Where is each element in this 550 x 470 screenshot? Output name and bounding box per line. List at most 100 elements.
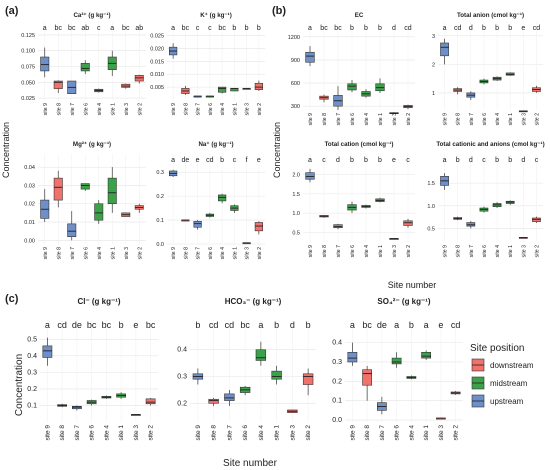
box-site-6 — [80, 183, 90, 190]
x-tick-label: site 4 — [495, 245, 501, 258]
box-site-9 — [40, 56, 50, 72]
x-tick-label: site 2 — [453, 425, 460, 441]
x-tick-label: site 4 — [97, 247, 103, 260]
significance-letter: de — [377, 320, 387, 330]
significance-letter: d — [469, 25, 473, 32]
x-tick-label: site 4 — [103, 425, 110, 441]
significance-letter: bc — [182, 25, 190, 32]
chart-title: HCO₃⁻ (g kg⁻¹) — [225, 297, 282, 306]
legend-title: Site position — [470, 343, 524, 354]
significance-letter: bc — [320, 25, 328, 32]
significance-letter: de — [181, 157, 189, 164]
x-tick-label: site 3 — [521, 113, 527, 126]
x-tick-label: site 8 — [59, 425, 66, 441]
significance-letter: b — [495, 25, 499, 32]
chart-title: Total cationic and anions (cmol kg⁻¹) — [436, 141, 544, 148]
significance-letter: bc — [102, 320, 112, 330]
box-site-7 — [193, 220, 202, 228]
x-tick-label: site 3 — [124, 103, 130, 116]
x-tick-label: site 9 — [171, 103, 177, 116]
y-tick-label: 0.02 — [24, 202, 35, 208]
significance-letter: c — [208, 25, 212, 32]
y-tick-label: 2.0 — [292, 173, 300, 179]
x-tick-label: site 9 — [43, 103, 49, 116]
x-tick-label: site 7 — [70, 103, 76, 116]
significance-letter: b — [245, 25, 249, 32]
significance-letter: b — [378, 157, 382, 164]
x-tick-label: site 2 — [534, 113, 540, 126]
x-tick-label: site 8 — [364, 425, 371, 441]
significance-letter: a — [424, 320, 429, 330]
box-site-2 — [254, 222, 263, 232]
box-site-9 — [347, 351, 358, 363]
box-site-8 — [53, 80, 63, 89]
x-tick-label: site 8 — [56, 103, 62, 116]
significance-letter: f — [246, 157, 248, 164]
x-tick-label: site 7 — [70, 247, 76, 260]
x-tick-label: site 3 — [133, 425, 140, 441]
box-site-6 — [80, 63, 90, 72]
legend-label-midstream: midstream — [490, 379, 528, 388]
plot-background — [438, 22, 543, 110]
significance-letter: cd — [404, 25, 412, 32]
significance-letter: b — [350, 25, 354, 32]
significance-letter: cd — [454, 25, 462, 32]
x-tick-label: site 4 — [495, 113, 501, 126]
significance-letter: cd — [451, 320, 461, 330]
chart-title: Cl⁻ (g kg⁻¹) — [77, 297, 120, 306]
significance-letter: bc — [68, 25, 76, 32]
y-tick-label: 0.00 — [24, 238, 35, 244]
x-tick-label: site 1 — [378, 113, 384, 126]
y-tick-label: 0.1 — [27, 402, 37, 409]
significance-letter: a — [443, 157, 447, 164]
significance-letter: b — [220, 157, 224, 164]
box-site-4 — [94, 203, 104, 221]
significance-letter: b — [495, 157, 499, 164]
y-tick-label: 0.025 — [21, 96, 35, 102]
y-tick-label: 300 — [291, 104, 300, 110]
significance-letter: a — [171, 157, 175, 164]
y-axis-label-a: Concentration — [1, 122, 11, 178]
plot-background — [438, 154, 543, 242]
y-tick-label: 0.3 — [177, 374, 187, 381]
y-tick-label: 1.0 — [427, 204, 435, 210]
x-tick-label: site 6 — [242, 425, 249, 441]
box-site-9 — [305, 51, 315, 63]
x-tick-label: site 1 — [508, 113, 514, 126]
y-tick-label: 0.4 — [332, 340, 342, 347]
y-tick-label: 1200 — [288, 35, 300, 41]
x-tick-label: site 6 — [350, 245, 356, 258]
box-site-6 — [391, 357, 402, 365]
chart-title: K⁺ (g kg⁻¹) — [200, 12, 232, 19]
significance-letter: b — [409, 320, 414, 330]
box-site-4 — [218, 194, 227, 202]
significance-letter: a — [45, 320, 50, 330]
x-tick-label: site 1 — [232, 247, 238, 260]
significance-letter: e — [257, 157, 261, 164]
significance-letter: b — [306, 320, 311, 330]
y-tick-label: 0.100 — [21, 49, 35, 55]
box-site-1 — [271, 370, 282, 380]
y-tick-label: 0.015 — [150, 59, 164, 65]
significance-letter: d — [469, 157, 473, 164]
chart-panel-6: Total cation (cmol kg⁻¹) 0.5 1.0 1.5 2.0 a c d b… — [292, 141, 415, 257]
x-tick-label: site 2 — [257, 103, 263, 116]
plot-background — [40, 320, 158, 422]
y-tick-label: 0.2 — [332, 378, 342, 385]
x-tick-label: site 6 — [482, 245, 488, 258]
significance-letter: bc — [55, 25, 63, 32]
x-tick-label: site 8 — [322, 245, 328, 258]
significance-letter: e — [392, 157, 396, 164]
x-tick-label: site 6 — [83, 247, 89, 260]
y-tick-label: 1.5 — [427, 181, 435, 187]
significance-letter: ab — [135, 25, 143, 32]
box-site-8 — [53, 177, 63, 201]
box-site-1 — [107, 177, 117, 205]
significance-letter: bc — [122, 25, 130, 32]
x-tick-label: site 6 — [394, 425, 401, 441]
x-tick-label: site 1 — [118, 425, 125, 441]
x-tick-label: site 1 — [508, 245, 514, 258]
x-tick-label: site 4 — [258, 425, 265, 441]
